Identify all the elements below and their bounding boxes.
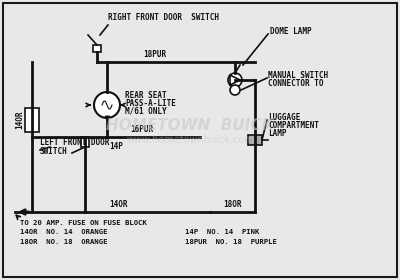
Text: 14P  NO. 14  PINK: 14P NO. 14 PINK — [185, 229, 259, 235]
Text: LAMP: LAMP — [268, 129, 286, 137]
Text: 18OR: 18OR — [224, 200, 242, 209]
Text: MANUAL SWITCH: MANUAL SWITCH — [268, 71, 328, 80]
Text: REAR SEAT: REAR SEAT — [125, 90, 167, 99]
Circle shape — [228, 73, 242, 87]
Text: 14OR: 14OR — [109, 200, 127, 209]
Text: LEFT FRONT DOOR: LEFT FRONT DOOR — [40, 138, 109, 147]
Text: 18OR  NO. 18  ORANGE: 18OR NO. 18 ORANGE — [20, 239, 108, 245]
Text: TO 20 AMP. FUSE ON FUSE BLOCK: TO 20 AMP. FUSE ON FUSE BLOCK — [20, 220, 147, 226]
Text: CONNECTOR TO: CONNECTOR TO — [268, 78, 324, 87]
Text: RIGHT FRONT DOOR  SWITCH: RIGHT FRONT DOOR SWITCH — [108, 13, 219, 22]
Text: LUGGAGE: LUGGAGE — [268, 113, 300, 122]
Text: 18PUR: 18PUR — [144, 50, 166, 59]
Bar — [81, 137, 89, 147]
Text: M/61 ONLY: M/61 ONLY — [125, 106, 167, 115]
Text: 18PUR  NO. 18  PURPLE: 18PUR NO. 18 PURPLE — [185, 239, 277, 245]
Bar — [25, 108, 39, 132]
Circle shape — [230, 85, 240, 95]
Text: 14OR  NO. 14  ORANGE: 14OR NO. 14 ORANGE — [20, 229, 108, 235]
Text: DOME LAMP: DOME LAMP — [270, 27, 312, 36]
Text: www.hometownbuick.com: www.hometownbuick.com — [126, 135, 254, 145]
Text: PASS-A-LITE: PASS-A-LITE — [125, 99, 176, 108]
Text: COMPARTMENT: COMPARTMENT — [268, 120, 319, 129]
Text: SWITCH: SWITCH — [40, 147, 68, 156]
Bar — [93, 45, 101, 52]
Text: 14OR: 14OR — [16, 111, 24, 129]
Text: 14P: 14P — [109, 142, 123, 151]
Bar — [248, 135, 262, 145]
Text: HOMETOWN  BUICK: HOMETOWN BUICK — [106, 118, 274, 132]
Text: 16PUR: 16PUR — [130, 125, 154, 134]
Circle shape — [94, 92, 120, 118]
